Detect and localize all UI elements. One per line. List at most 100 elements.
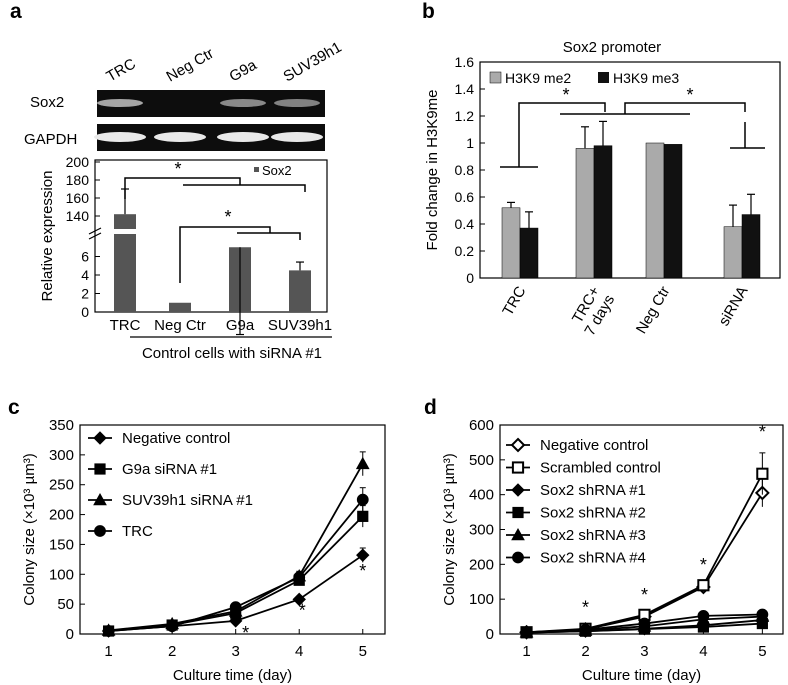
y-tick-label: 1.6 bbox=[455, 54, 475, 70]
panel-d-letter: d bbox=[424, 396, 437, 419]
x-tick-label: TRC bbox=[499, 283, 529, 318]
y-tick-label: 400 bbox=[469, 487, 494, 504]
chart-title: Sox2 promoter bbox=[563, 39, 661, 56]
bar bbox=[575, 148, 595, 279]
blot-lane-label: TRC bbox=[104, 55, 139, 85]
plot-frame bbox=[79, 424, 386, 635]
bar bbox=[289, 270, 311, 312]
bar bbox=[593, 145, 613, 279]
legend-marker bbox=[511, 483, 525, 497]
y-tick-label: 200 bbox=[66, 154, 90, 170]
y-tick-label: 300 bbox=[469, 522, 494, 539]
y-tick-label: 0.8 bbox=[455, 162, 475, 178]
data-point bbox=[292, 592, 306, 607]
significance-star: * bbox=[562, 85, 569, 105]
blot-band-gapdh bbox=[271, 132, 323, 142]
panel-c: 0 50 100 150 200 250 300 350 1 2 3 4 5 Culture time (… bbox=[21, 417, 386, 684]
y-tick-label: 1.2 bbox=[455, 108, 475, 124]
x-tick-label: TRC bbox=[110, 317, 141, 334]
y-axis-label: Colony size (×10³ µm³) bbox=[441, 453, 458, 605]
data-point bbox=[166, 620, 179, 633]
y-tick-label: 200 bbox=[469, 556, 494, 573]
data-point bbox=[697, 579, 710, 592]
panel-d: 0 100 200 300 400 500 600 1 2 3 4 5 Culture time (da… bbox=[441, 417, 784, 684]
y-tick-label: 0.4 bbox=[455, 216, 475, 232]
y-tick-label: 100 bbox=[469, 591, 494, 608]
legend-marker bbox=[511, 527, 525, 541]
data-point bbox=[356, 493, 369, 506]
legend-swatch bbox=[254, 167, 259, 172]
significance-star: * bbox=[359, 561, 366, 581]
data-point bbox=[356, 548, 370, 562]
y-tick-label: 150 bbox=[49, 536, 74, 553]
legend-label: Negative control bbox=[540, 437, 648, 454]
x-axis-label: Culture time (day) bbox=[173, 667, 292, 684]
bar-break-gap bbox=[113, 229, 137, 234]
significance-bracket bbox=[500, 102, 606, 168]
data-point bbox=[756, 467, 769, 480]
significance-bracket bbox=[183, 184, 306, 192]
y-tick-label: 4 bbox=[81, 267, 89, 283]
y-tick-label: 250 bbox=[49, 477, 74, 494]
y-axis-label: Colony size (×10³ µm³) bbox=[21, 453, 38, 605]
y-tick-label: 0.6 bbox=[455, 189, 475, 205]
data-point bbox=[579, 623, 592, 636]
y-tick-label: 350 bbox=[49, 417, 74, 434]
legend-label: H3K9 me3 bbox=[613, 70, 679, 86]
blot-lane-label: G9a bbox=[227, 56, 261, 85]
data-point bbox=[357, 510, 369, 522]
panel-b-letter: b bbox=[422, 0, 435, 23]
legend-marker bbox=[512, 551, 524, 564]
y-tick-label: 0 bbox=[66, 626, 74, 643]
x-tick-label-line: TRC bbox=[499, 283, 529, 318]
x-tick-label: 5 bbox=[359, 643, 367, 660]
blot-band-sox2 bbox=[274, 99, 320, 107]
y-tick-label: 140 bbox=[66, 208, 90, 224]
data-point bbox=[355, 456, 370, 470]
significance-star: * bbox=[299, 600, 306, 620]
y-tick-label: 0.2 bbox=[455, 243, 475, 259]
legend-marker bbox=[93, 431, 107, 445]
data-point bbox=[638, 617, 651, 630]
bar bbox=[741, 214, 761, 279]
legend-label: TRC bbox=[122, 523, 153, 540]
y-tick-label: 1.4 bbox=[455, 81, 475, 97]
bar bbox=[501, 207, 521, 279]
y-axis-label: Fold change in H3K9me bbox=[424, 90, 441, 251]
data-point bbox=[293, 571, 306, 584]
x-tick-label-line: Neg Ctr bbox=[633, 284, 674, 337]
axis-break-mark bbox=[88, 232, 102, 240]
panel-a-letter: a bbox=[10, 0, 22, 23]
bar bbox=[169, 302, 191, 312]
y-tick-label: 180 bbox=[66, 172, 90, 188]
x-tick-label: Neg Ctr bbox=[633, 284, 674, 337]
legend-label: G9a siRNA #1 bbox=[122, 461, 217, 478]
significance-star: * bbox=[174, 159, 181, 179]
legend-marker bbox=[93, 492, 107, 506]
y-tick-label: 1 bbox=[466, 135, 474, 151]
data-point bbox=[229, 601, 242, 614]
y-tick-label: 2 bbox=[81, 286, 89, 302]
y-tick-label: 100 bbox=[49, 566, 74, 583]
axis-break-mark bbox=[88, 227, 102, 235]
panel-a: TRC Neg Ctr G9a SUV39h1 Sox2 GAPDH 0 2 4 6 140 160 1… bbox=[24, 39, 345, 362]
blot-band-gapdh bbox=[94, 132, 146, 142]
bar bbox=[519, 227, 539, 279]
blot-lane-label: SUV39h1 bbox=[281, 39, 345, 86]
blot-row-label: GAPDH bbox=[24, 131, 77, 148]
significance-bracket bbox=[179, 226, 271, 283]
x-tick-label: siRNA bbox=[715, 284, 751, 329]
significance-star: * bbox=[700, 555, 707, 575]
x-tick-label: G9a bbox=[226, 317, 255, 334]
x-tick-label: 2 bbox=[168, 643, 176, 660]
x-tick-label: 3 bbox=[232, 643, 240, 660]
x-tick-label: SUV39h1 bbox=[268, 317, 332, 334]
significance-star: * bbox=[641, 585, 648, 605]
x-tick-label: 3 bbox=[640, 643, 648, 660]
y-tick-label: 200 bbox=[49, 507, 74, 524]
panel-b: Sox2 promoter 0 0.2 0.4 0.6 0.8 1 1.2 1.4 1.6 Fold… bbox=[424, 39, 781, 339]
legend-swatch bbox=[489, 71, 502, 84]
y-tick-label: 600 bbox=[469, 417, 494, 434]
x-tick-label: TRC+7 days bbox=[567, 283, 619, 338]
x-tick-label: 5 bbox=[758, 643, 766, 660]
